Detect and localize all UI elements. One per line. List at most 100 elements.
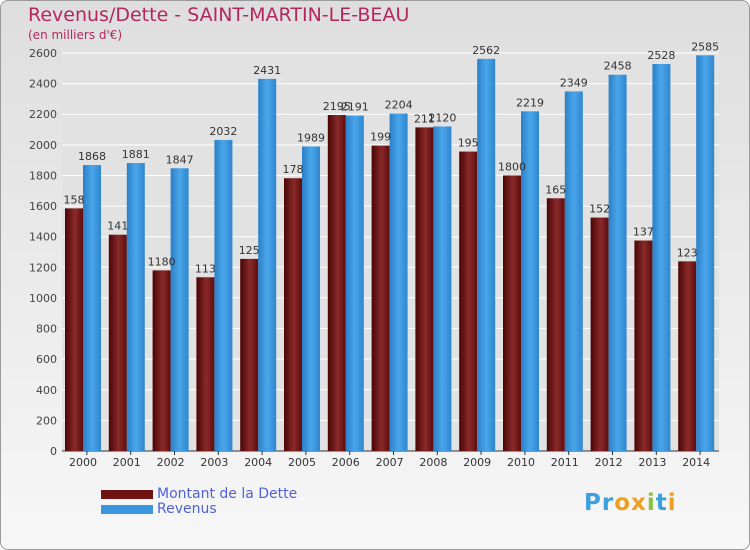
logo-letter: P (584, 490, 602, 516)
data-label-dette: 165 (545, 183, 566, 196)
y-tick-label: 400 (36, 384, 57, 397)
data-label-dette: 1180 (148, 255, 176, 268)
data-label-dette: 158 (64, 193, 85, 206)
y-tick-label: 1400 (29, 231, 57, 244)
data-label-revenus: 2562 (472, 44, 500, 57)
y-tick-label: 2000 (29, 139, 57, 152)
bar-dette (590, 217, 609, 451)
data-label-dette: 125 (239, 244, 260, 257)
data-label-revenus: 1868 (78, 150, 106, 163)
x-tick-label: 2001 (113, 456, 141, 469)
x-tick-label: 2009 (463, 456, 491, 469)
bar-revenus (126, 163, 145, 451)
y-tick-label: 2400 (29, 78, 57, 91)
bar-revenus (521, 111, 539, 451)
logo-letter: i (667, 490, 677, 516)
legend-label-dette: Montant de la Dette (157, 486, 298, 502)
bar-revenus (696, 55, 715, 452)
bar-dette (108, 234, 127, 451)
x-tick-label: 2014 (682, 456, 710, 469)
x-tick-label: 2000 (69, 456, 97, 469)
y-tick-label: 2200 (29, 108, 57, 121)
data-label-revenus: 2032 (209, 125, 237, 138)
bar-dette (65, 208, 83, 451)
data-label-dette: 199 (370, 131, 391, 144)
logo-letter: i (646, 490, 656, 516)
data-label-revenus: 2191 (341, 101, 369, 114)
y-tick-label: 1800 (29, 169, 57, 182)
data-label-revenus: 2585 (691, 40, 719, 53)
y-tick-label: 600 (36, 353, 57, 366)
data-label-dette: 123 (677, 246, 698, 259)
bar-revenus (652, 64, 671, 451)
y-tick-label: 1000 (29, 292, 57, 305)
bar-revenus (83, 165, 101, 451)
bar-revenus (302, 146, 320, 451)
bar-revenus (564, 91, 583, 452)
bar-dette (327, 114, 346, 451)
bar-revenus (170, 168, 189, 452)
proxiti-logo: Proxiti (584, 490, 677, 516)
data-label-revenus: 2528 (647, 49, 675, 62)
bar-dette (678, 261, 697, 451)
y-tick-label: 800 (36, 323, 57, 336)
x-tick-label: 2003 (200, 456, 228, 469)
data-label-revenus: 2120 (428, 111, 456, 124)
data-label-revenus: 2349 (560, 76, 588, 89)
bar-dette (284, 178, 302, 451)
x-tick-label: 2005 (288, 456, 316, 469)
bar-dette (196, 277, 215, 451)
x-tick-label: 2002 (157, 456, 185, 469)
bar-dette (415, 127, 434, 451)
data-label-revenus: 2458 (604, 60, 632, 73)
bar-revenus (477, 58, 496, 451)
bar-dette (546, 198, 565, 451)
y-tick-label: 200 (36, 414, 57, 427)
logo-letter: o (614, 490, 632, 516)
x-tick-label: 2008 (419, 456, 447, 469)
data-label-dette: 178 (283, 163, 304, 176)
bar-dette (240, 258, 259, 451)
logo-letter: r (601, 490, 615, 516)
data-label-revenus: 2219 (516, 96, 544, 109)
legend-swatch-revenus (101, 505, 153, 514)
legend-swatch-dette (101, 490, 153, 499)
data-label-revenus: 2204 (385, 99, 413, 112)
data-label-dette: 211 (414, 112, 435, 125)
data-label-dette: 141 (107, 220, 128, 233)
bar-dette (503, 175, 521, 451)
data-label-revenus: 2431 (253, 64, 281, 77)
data-label-revenus: 1847 (166, 153, 194, 166)
bar-revenus (258, 78, 277, 452)
chart-title: Revenus/Dette - SAINT-MARTIN-LE-BEAU (28, 4, 410, 26)
x-tick-label: 2012 (595, 456, 623, 469)
bar-dette (459, 151, 478, 451)
legend-label-revenus: Revenus (157, 501, 217, 517)
bar-dette (371, 145, 390, 451)
y-tick-label: 1200 (29, 261, 57, 274)
x-tick-label: 2007 (376, 456, 404, 469)
x-tick-label: 2004 (244, 456, 272, 469)
x-tick-label: 2010 (507, 456, 535, 469)
data-label-dette: 113 (195, 262, 216, 275)
data-label-revenus: 1989 (297, 132, 325, 145)
data-label-dette: 2195 (323, 100, 351, 113)
bar-revenus (214, 139, 233, 451)
x-tick-label: 2011 (551, 456, 579, 469)
bar-revenus (608, 74, 627, 451)
bar-dette (152, 270, 171, 451)
chart-subtitle: (en milliers d'€) (28, 28, 123, 42)
data-label-dette: 137 (633, 226, 654, 239)
y-tick-label: 0 (50, 445, 57, 458)
y-tick-label: 2600 (29, 47, 57, 60)
data-label-dette: 195 (458, 137, 479, 150)
logo-letter: x (631, 490, 647, 516)
x-tick-label: 2006 (332, 456, 360, 469)
logo-letter: t (655, 490, 668, 516)
x-tick-label: 2013 (638, 456, 666, 469)
bar-dette (634, 240, 653, 451)
bar-revenus (345, 115, 364, 451)
data-label-dette: 1800 (498, 160, 526, 173)
